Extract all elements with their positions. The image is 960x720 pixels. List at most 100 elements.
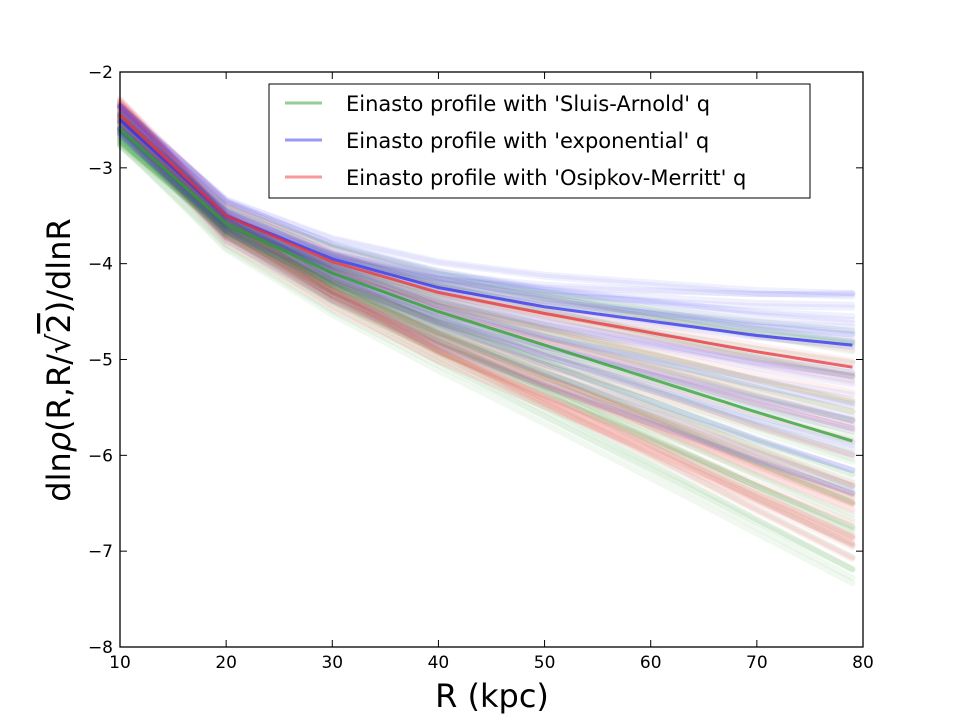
sample-curve [117, 102, 856, 424]
sample-curve [117, 135, 856, 404]
sample-curve [117, 101, 856, 548]
series-mean-line [118, 114, 853, 369]
sample-curve [117, 128, 856, 423]
sample-curve [117, 123, 856, 533]
sample-curve [117, 111, 856, 337]
sample-curve [117, 138, 856, 377]
sample-curve [117, 135, 856, 492]
sample-curve [117, 125, 856, 506]
sample-curve [117, 112, 856, 506]
sample-curve [117, 117, 856, 445]
sample-curve [117, 106, 856, 490]
sample-curve [117, 120, 856, 526]
sample-curve [117, 120, 856, 463]
sample-curve [117, 114, 856, 515]
sample-curve [117, 122, 856, 547]
sample-curve [117, 126, 856, 478]
sample-curve [117, 125, 856, 473]
sample-curve [117, 142, 856, 530]
y-tick-label: −3 [88, 159, 113, 179]
sample-curve [117, 113, 856, 498]
sample-curve [117, 126, 856, 496]
sample-curve [117, 119, 856, 444]
y-label-prefix: dln [40, 452, 78, 501]
series-mean-line [119, 128, 853, 443]
sample-curves [117, 95, 856, 587]
sample-curve [117, 117, 856, 432]
sample-curve [117, 130, 856, 379]
y-label-mid: (R,R/ [40, 354, 78, 432]
legend-label-osipkov-merritt: Einasto profile with 'Osipkov-Merritt' q [346, 166, 746, 190]
sample-curve [117, 103, 856, 296]
sample-curve [117, 137, 856, 465]
legend-box [268, 83, 811, 199]
x-axis-label: R (kpc) [435, 677, 549, 715]
y-tick-label: −4 [88, 255, 113, 275]
sample-curve [117, 117, 856, 320]
sample-curve [117, 113, 856, 338]
sample-curve [117, 110, 856, 513]
sample-curve [117, 102, 856, 324]
x-tick-label: 20 [215, 653, 237, 673]
y-tick-label: −7 [88, 542, 113, 562]
sample-curve [117, 141, 856, 573]
sample-curve [117, 127, 856, 501]
sample-curve [117, 114, 856, 338]
sample-curve [117, 122, 856, 560]
x-tick-label: 60 [640, 653, 662, 673]
sample-curve [117, 137, 856, 456]
sample-curve [117, 111, 856, 507]
sample-curve [117, 110, 856, 540]
sample-curve [117, 126, 856, 498]
y-tick-label: −6 [88, 446, 113, 466]
sample-curve [117, 143, 856, 348]
sample-curve [117, 114, 856, 429]
sample-curve [117, 111, 856, 535]
x-tick-label: 30 [321, 653, 343, 673]
sample-curve [117, 136, 856, 440]
sample-curve [117, 119, 856, 376]
sample-curve [117, 142, 856, 587]
y-label-suffix: )/dlnR [40, 218, 78, 313]
sample-curve [117, 101, 856, 334]
x-tick-label: 70 [746, 653, 768, 673]
sample-curve [117, 127, 856, 572]
y-label-two: 2 [40, 313, 78, 333]
sample-curve [117, 126, 856, 308]
x-tick-label: 50 [534, 653, 556, 673]
sample-curve [117, 105, 856, 548]
sample-curve [117, 131, 856, 496]
y-tick-label: −2 [88, 63, 113, 83]
sample-curve [117, 131, 856, 424]
sample-curve [117, 108, 856, 452]
sample-curve [117, 109, 856, 489]
sample-curve [117, 115, 856, 539]
sample-curve [117, 125, 856, 434]
sample-curve [117, 114, 856, 506]
sample-curve [117, 102, 856, 327]
sample-curve [117, 117, 856, 508]
sample-curve [117, 99, 856, 507]
sample-curve [117, 137, 856, 447]
sample-curve [117, 131, 856, 531]
legend: Einasto profile with 'Sluis-Arnold' q Ei… [268, 83, 811, 199]
sample-curve [117, 134, 856, 518]
y-axis-label: dlnρ(R,R/√2)/dlnR [40, 218, 78, 501]
sample-curve [117, 124, 856, 449]
sample-curve [117, 105, 856, 384]
sample-curve [117, 127, 856, 458]
y-tick-label: −8 [88, 638, 113, 658]
sample-curve [117, 130, 856, 581]
sample-curve [117, 108, 856, 427]
sample-curve [117, 119, 856, 366]
sample-curve [117, 117, 856, 408]
sample-curve [117, 117, 856, 530]
x-tick-label: 40 [428, 653, 450, 673]
legend-label-sluis-arnold: Einasto profile with 'Sluis-Arnold' q [346, 92, 710, 116]
legend-label-exponential: Einasto profile with 'exponential' q [346, 129, 709, 153]
sample-curve [117, 125, 856, 415]
sample-curve [117, 103, 856, 474]
sample-curve [117, 124, 856, 489]
sample-curve [117, 131, 856, 485]
axis-ticks: 10 20 30 40 50 60 70 80 −8 −7 −6 −5 −4 −3 −2 [88, 63, 874, 673]
